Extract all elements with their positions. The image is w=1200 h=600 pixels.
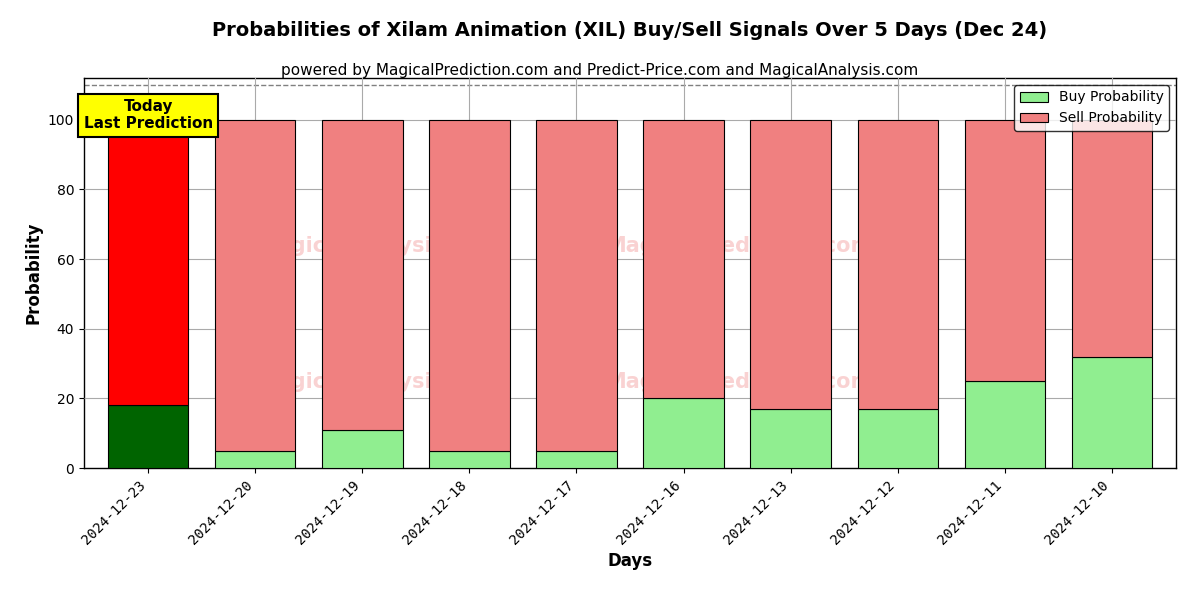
Text: MagicalPrediction.com: MagicalPrediction.com	[606, 236, 872, 256]
Bar	[323, 430, 402, 468]
Text: MagicalPrediction.com: MagicalPrediction.com	[606, 372, 872, 392]
Bar	[108, 120, 188, 406]
Bar	[323, 120, 402, 430]
Bar	[858, 120, 937, 409]
Bar	[1072, 356, 1152, 468]
Bar	[430, 120, 510, 451]
Bar	[965, 120, 1045, 381]
Bar	[643, 398, 724, 468]
Bar	[215, 451, 295, 468]
Bar	[643, 120, 724, 398]
Bar	[1072, 120, 1152, 356]
Title: Probabilities of Xilam Animation (XIL) Buy/Sell Signals Over 5 Days (Dec 24): Probabilities of Xilam Animation (XIL) B…	[212, 22, 1048, 40]
Y-axis label: Probability: Probability	[24, 222, 42, 324]
Bar	[536, 120, 617, 451]
Text: Today
Last Prediction: Today Last Prediction	[84, 99, 212, 131]
Bar	[430, 451, 510, 468]
Text: powered by MagicalPrediction.com and Predict-Price.com and MagicalAnalysis.com: powered by MagicalPrediction.com and Pre…	[281, 63, 919, 78]
Text: MagicalAnalysis.com: MagicalAnalysis.com	[257, 236, 502, 256]
Bar	[536, 451, 617, 468]
Bar	[858, 409, 937, 468]
Bar	[965, 381, 1045, 468]
Bar	[750, 409, 830, 468]
Bar	[108, 406, 188, 468]
Bar	[750, 120, 830, 409]
Text: MagicalAnalysis.com: MagicalAnalysis.com	[257, 372, 502, 392]
Bar	[215, 120, 295, 451]
Legend: Buy Probability, Sell Probability: Buy Probability, Sell Probability	[1014, 85, 1169, 131]
X-axis label: Days: Days	[607, 553, 653, 571]
